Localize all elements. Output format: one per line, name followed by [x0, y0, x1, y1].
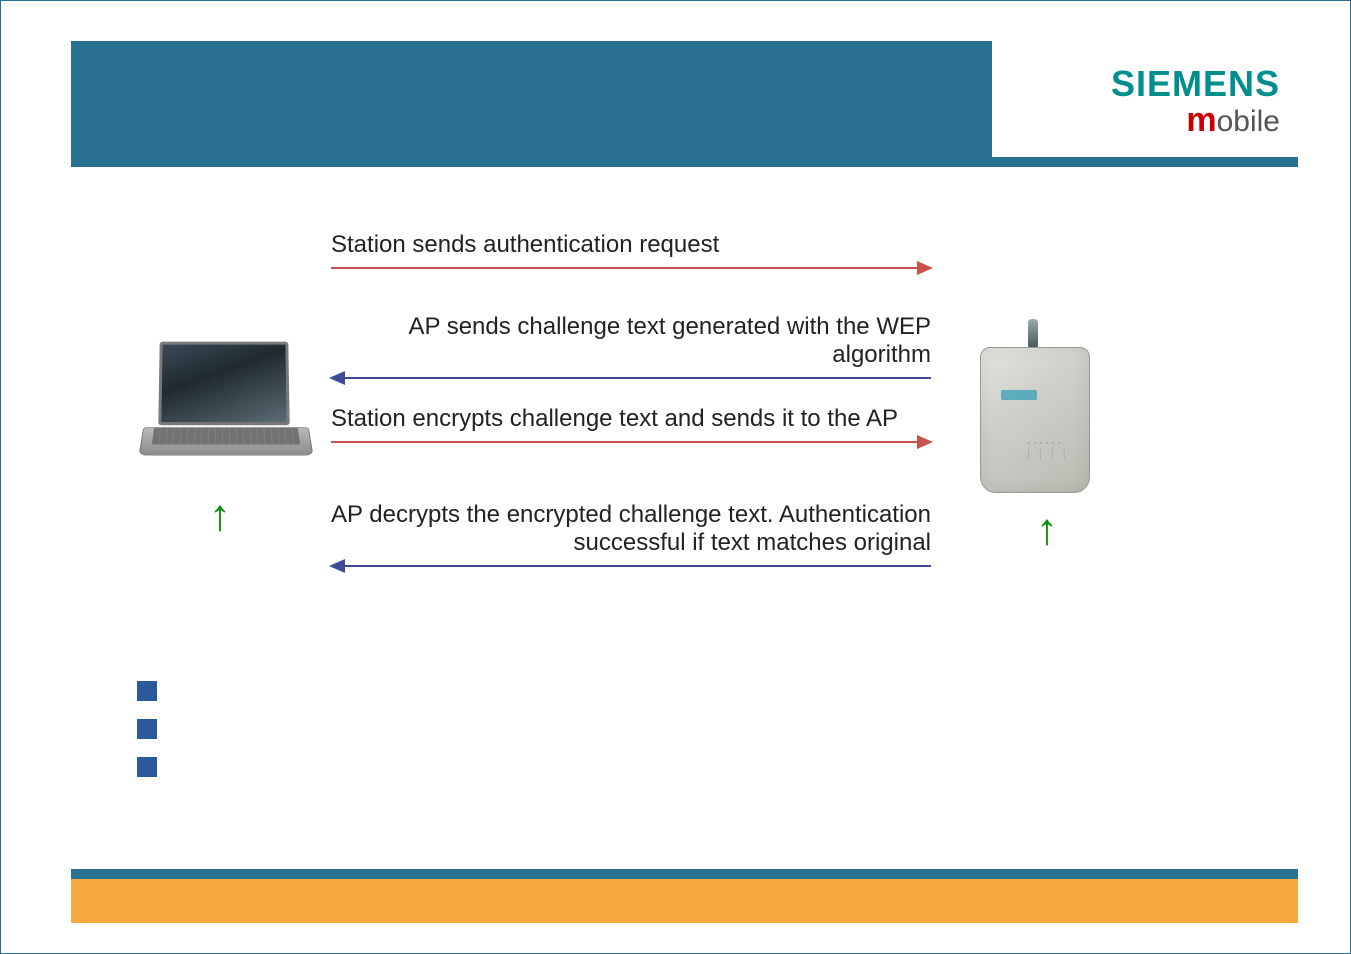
content-area: ↑ ······ | | | | ↑ Station sends authent…: [101, 211, 1270, 833]
bullet-square-icon: [137, 757, 157, 777]
logo-mobile: mobile: [1186, 105, 1280, 136]
step-text: Station encrypts challenge text and send…: [331, 405, 931, 433]
arrow-line: [331, 441, 931, 443]
up-arrow-icon: ↑: [1036, 505, 1058, 555]
step-text: Station sends authentication request: [331, 231, 931, 259]
auth-step-4: AP decrypts the encrypted challenge text…: [331, 501, 931, 573]
header: SIEMENS mobile: [71, 41, 1298, 157]
laptop-icon: [141, 341, 311, 471]
step-text: AP decrypts the encrypted challenge text…: [331, 501, 931, 557]
logo-mobile-m: m: [1186, 101, 1216, 139]
arrow-line: [331, 377, 931, 379]
arrow-head: [329, 559, 345, 573]
arrow-head: [917, 261, 933, 275]
ap-vent-row: | | | |: [1027, 448, 1069, 460]
arrow-head: [329, 371, 345, 385]
step-text: AP sends challenge text generated with t…: [331, 313, 931, 369]
ap-body: ······ | | | |: [980, 347, 1090, 493]
ap-led-row: ······: [1027, 436, 1063, 448]
header-title-band: [71, 41, 992, 157]
auth-step-3: Station encrypts challenge text and send…: [331, 405, 931, 449]
arrow-left-icon: [331, 371, 931, 385]
logo-siemens: SIEMENS: [1111, 63, 1280, 105]
bullet-list: [137, 681, 157, 795]
footer-bar: [71, 879, 1298, 923]
arrow-right-icon: [331, 261, 931, 275]
slide: SIEMENS mobile ↑ ······ | | | | ↑ Statio…: [0, 0, 1351, 954]
arrow-line: [331, 267, 931, 269]
arrow-head: [917, 435, 933, 449]
arrow-left-icon: [331, 559, 931, 573]
bullet-square-icon: [137, 719, 157, 739]
ap-brand-strip: [1001, 390, 1037, 400]
up-arrow-icon: ↑: [209, 491, 231, 541]
logo-mobile-rest: obile: [1217, 105, 1280, 138]
access-point-icon: ······ | | | |: [970, 321, 1100, 501]
laptop-keyboard: [152, 428, 300, 445]
arrow-line: [331, 565, 931, 567]
auth-step-2: AP sends challenge text generated with t…: [331, 313, 931, 385]
auth-step-1: Station sends authentication request: [331, 231, 931, 275]
ap-antenna: [1028, 319, 1038, 349]
header-underline: [71, 157, 1298, 167]
logo-block: SIEMENS mobile: [992, 41, 1298, 157]
laptop-screen: [158, 342, 289, 426]
bullet-square-icon: [137, 681, 157, 701]
arrow-right-icon: [331, 435, 931, 449]
